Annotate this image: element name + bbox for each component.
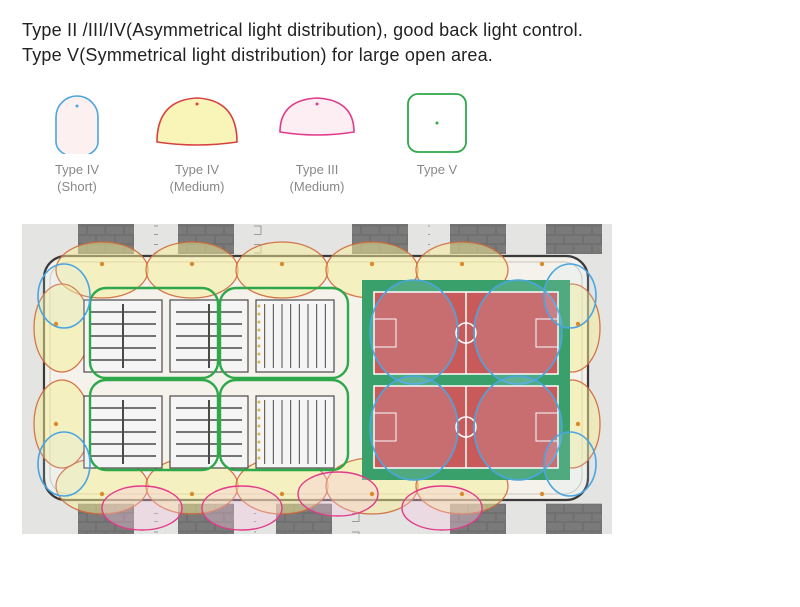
legend-label: Type IV(Short) bbox=[55, 162, 99, 196]
legend-shape-icon bbox=[54, 94, 100, 154]
legend-shape-icon bbox=[406, 92, 468, 154]
legend-item-type-iv-short: Type IV(Short) bbox=[32, 96, 122, 196]
site-plan-svg bbox=[22, 224, 612, 534]
legend-shape-type-iv-medium bbox=[155, 96, 239, 154]
site-plan-diagram bbox=[22, 224, 612, 534]
legend-row: Type IV(Short) Type IV(Medium) Type III(Me… bbox=[22, 96, 778, 196]
header-text: Type II /III/IV(Asymmetrical light distr… bbox=[22, 18, 778, 68]
legend-label: Type IV(Medium) bbox=[170, 162, 225, 196]
legend-item-type-iii-medium: Type III(Medium) bbox=[272, 96, 362, 196]
legend-item-type-iv-medium: Type IV(Medium) bbox=[152, 96, 242, 196]
legend-shape-icon bbox=[278, 94, 356, 154]
legend-label: Type V bbox=[417, 162, 457, 179]
legend-shape-type-v bbox=[406, 96, 468, 154]
legend-item-type-v: Type V bbox=[392, 96, 482, 196]
header-line-1: Type II /III/IV(Asymmetrical light distr… bbox=[22, 18, 778, 43]
legend-label: Type III(Medium) bbox=[290, 162, 345, 196]
legend-shape-type-iii-medium bbox=[278, 96, 356, 154]
header-line-2: Type V(Symmetrical light distribution) f… bbox=[22, 43, 778, 68]
legend-shape-type-iv-short bbox=[54, 96, 100, 154]
legend-shape-icon bbox=[155, 94, 239, 154]
